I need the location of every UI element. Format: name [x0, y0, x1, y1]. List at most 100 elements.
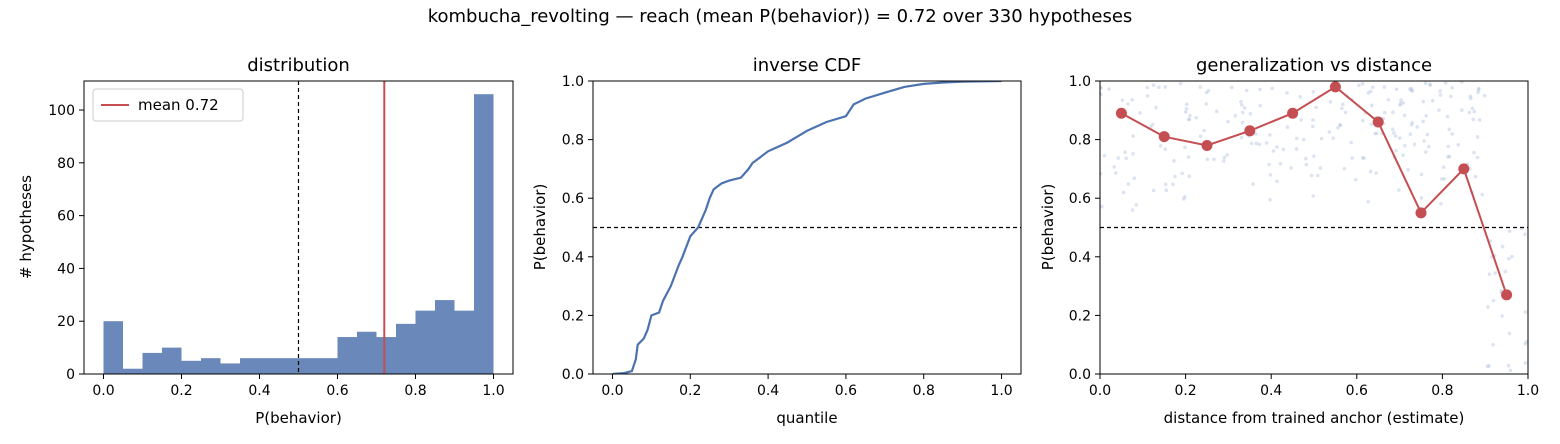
- hypothesis-point: [1239, 103, 1244, 107]
- hypothesis-point: [1244, 88, 1249, 93]
- hypothesis-point: [1114, 171, 1118, 175]
- hypothesis-point: [1184, 102, 1189, 107]
- hypothesis-point: [1423, 81, 1428, 86]
- hypothesis-point: [1130, 208, 1135, 212]
- hypothesis-point: [1289, 166, 1293, 170]
- hypothesis-point: [1163, 147, 1168, 151]
- hypothesis-point: [1240, 110, 1245, 115]
- hypothesis-point: [1472, 109, 1477, 114]
- hypothesis-point: [1281, 147, 1286, 152]
- hypothesis-point: [1410, 120, 1414, 125]
- x-tick-label: 0.2: [170, 383, 192, 399]
- hypothesis-point: [1172, 159, 1176, 163]
- hypothesis-point: [1394, 148, 1398, 153]
- hypothesis-point: [1507, 229, 1512, 233]
- panel-1: 0.0 0.2 0.4 0.6 0.8 1.0 0 20 40 60 80 100: [48, 80, 514, 399]
- hypothesis-point: [1134, 202, 1139, 207]
- legend: [92, 88, 244, 122]
- hypothesis-point: [1178, 81, 1183, 86]
- y-tick-label: 40: [57, 261, 75, 277]
- panel-title-distribution: distribution: [247, 55, 350, 76]
- hypothesis-point: [1183, 145, 1187, 150]
- panel-title-inverse-cdf: inverse CDF: [753, 55, 862, 76]
- hypothesis-point: [1473, 174, 1478, 179]
- hypothesis-point: [1342, 166, 1347, 171]
- hypothesis-point: [1449, 94, 1453, 99]
- hypothesis-point: [1507, 256, 1511, 261]
- legend-box: [92, 88, 244, 122]
- hypothesis-point: [1275, 179, 1279, 184]
- hypothesis-point: [1304, 156, 1308, 161]
- histogram-bar: [318, 358, 338, 374]
- hypothesis-point: [1112, 165, 1117, 169]
- hypothesis-point: [1124, 156, 1128, 161]
- histogram-bar: [357, 331, 377, 374]
- hypothesis-point: [1126, 182, 1131, 186]
- hypothesis-point: [1341, 102, 1345, 107]
- hypothesis-point: [1430, 98, 1435, 103]
- hypothesis-point: [1399, 98, 1403, 102]
- hypothesis-point: [1258, 103, 1262, 108]
- hypothesis-point: [1145, 94, 1150, 98]
- hypothesis-point: [1318, 166, 1323, 170]
- hypothesis-point: [1503, 269, 1508, 274]
- hypothesis-point: [1441, 165, 1446, 169]
- hypothesis-point: [1298, 95, 1303, 99]
- hypothesis-point: [1205, 157, 1210, 162]
- hypothesis-point: [1524, 339, 1528, 344]
- hypothesis-point: [1202, 128, 1206, 133]
- hypothesis-point: [1353, 177, 1358, 182]
- hypothesis-point: [1456, 142, 1461, 147]
- binned-mean-point: [1287, 107, 1299, 119]
- x-tick-label: 0.0: [92, 383, 114, 399]
- hypothesis-point: [1183, 110, 1188, 114]
- hypothesis-point: [1131, 134, 1136, 138]
- hypothesis-point: [1408, 132, 1413, 136]
- x-tick-label: 0.8: [913, 383, 935, 399]
- y-tick-label: 0.0: [562, 367, 584, 383]
- hypothesis-point: [1396, 188, 1401, 192]
- hypothesis-point: [1447, 127, 1452, 132]
- hypothesis-point: [1229, 85, 1234, 90]
- plot-area-3: [1100, 81, 1528, 373]
- hypothesis-point: [1151, 83, 1156, 87]
- hypothesis-point: [1294, 136, 1299, 141]
- hypothesis-point: [1491, 342, 1495, 347]
- hypothesis-point: [1368, 169, 1373, 174]
- hypothesis-point: [1401, 101, 1405, 105]
- hypothesis-point: [1398, 101, 1403, 106]
- hypothesis-point: [1158, 144, 1163, 148]
- hypothesis-point: [1370, 85, 1375, 90]
- hypothesis-point: [1428, 83, 1432, 88]
- x-axis-label-generalization: distance from trained anchor (estimate): [1164, 409, 1465, 427]
- hypothesis-point: [1476, 88, 1481, 92]
- hypothesis-point: [1491, 298, 1496, 303]
- hypothesis-point: [1145, 85, 1150, 90]
- hypothesis-point: [1482, 93, 1487, 98]
- x-tick-label: 1.0: [482, 383, 504, 399]
- hypothesis-point: [1343, 110, 1348, 115]
- hypothesis-point: [1486, 305, 1490, 309]
- hypothesis-point: [1485, 364, 1490, 369]
- hypothesis-point: [1183, 195, 1187, 199]
- y-tick-label: 0.4: [1069, 250, 1091, 266]
- hypothesis-point: [1477, 86, 1481, 91]
- histogram-bar: [259, 358, 279, 374]
- histogram-bar: [376, 337, 396, 374]
- hypothesis-point: [1123, 150, 1127, 155]
- figure-title: kombucha_revolting — reach (mean P(behav…: [427, 6, 1133, 27]
- hypothesis-point: [1402, 113, 1407, 118]
- hypothesis-point: [1173, 174, 1177, 179]
- y-tick-label: 0.6: [562, 191, 584, 207]
- hypothesis-point: [1445, 114, 1450, 119]
- histogram-bar: [142, 352, 162, 374]
- hypothesis-point: [1523, 232, 1527, 236]
- hypothesis-point: [1362, 156, 1366, 160]
- hypothesis-point: [1443, 81, 1448, 85]
- hypothesis-point: [1366, 91, 1371, 95]
- hypothesis-point: [1382, 85, 1387, 89]
- hypothesis-point: [1424, 113, 1428, 118]
- hypothesis-point: [1391, 110, 1395, 115]
- hypothesis-point: [1423, 150, 1428, 154]
- hypothesis-point: [1409, 86, 1414, 91]
